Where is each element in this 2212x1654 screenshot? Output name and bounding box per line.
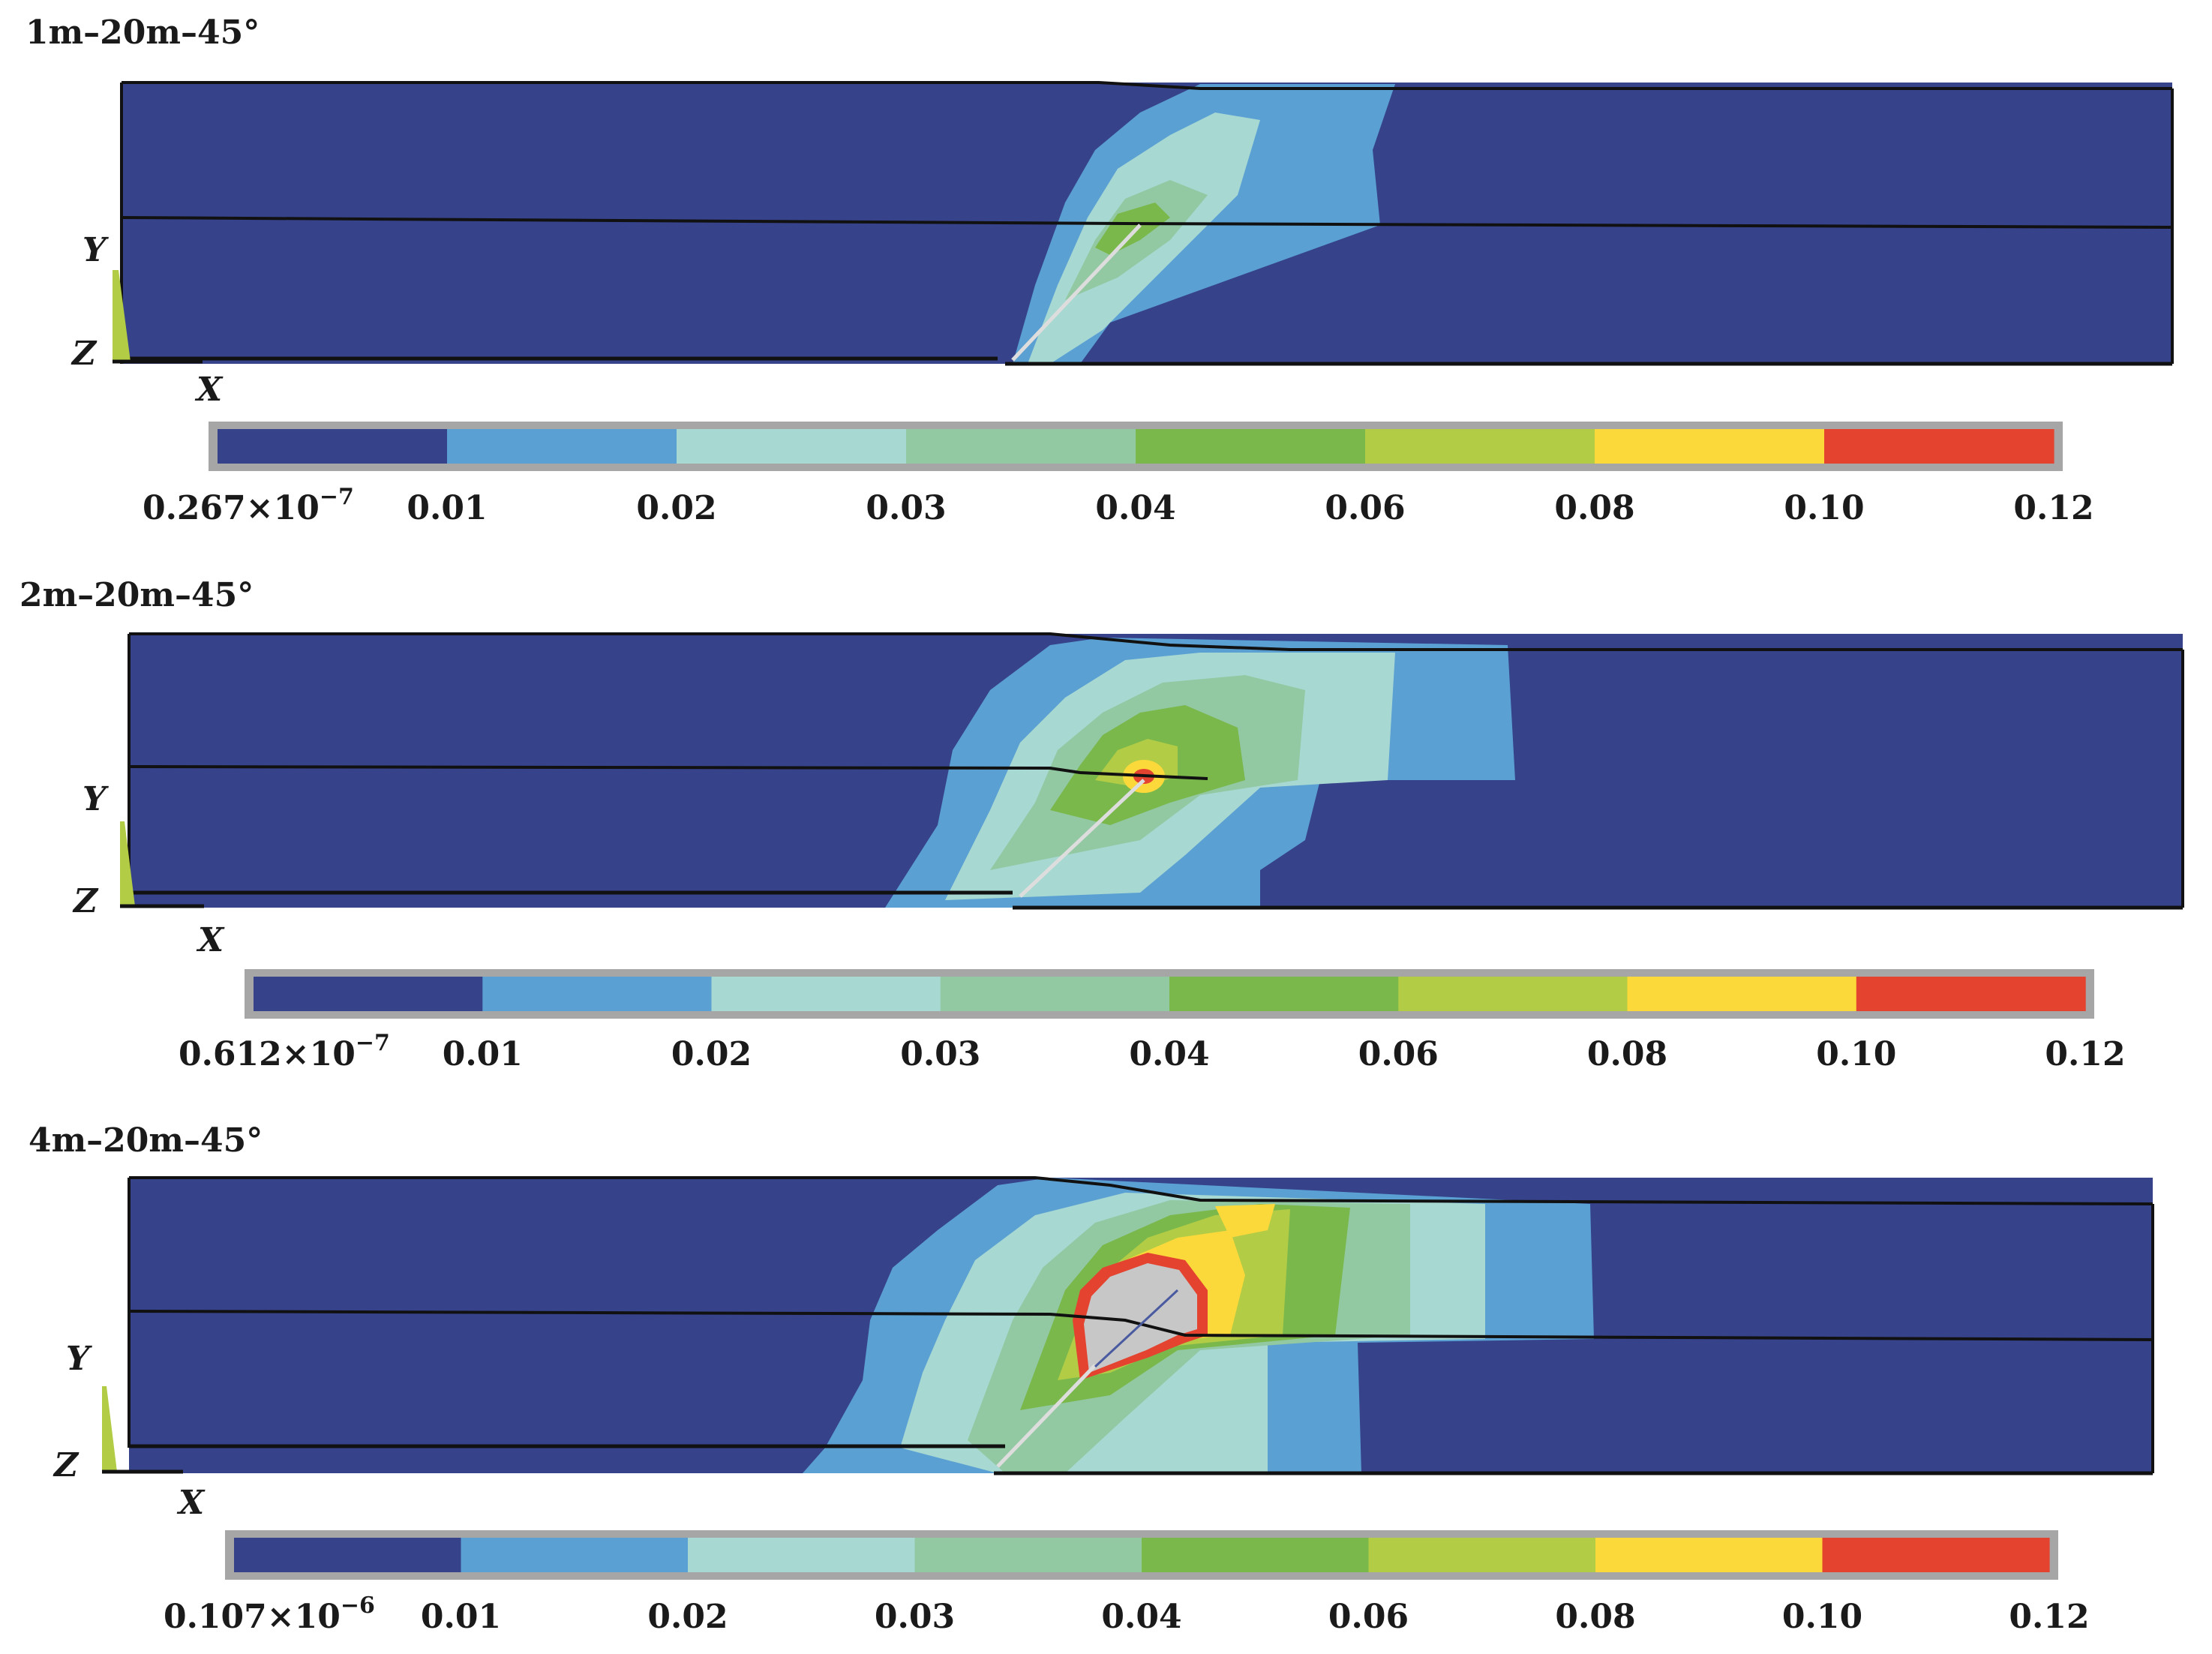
panel-title: 4m–20m–45°: [29, 1121, 263, 1160]
legend-band-2: [711, 977, 941, 1011]
legend-tick-label: 0.06: [1358, 1035, 1439, 1073]
cavity-region: [1084, 1263, 1197, 1373]
legend-tick-label: 0.01: [421, 1598, 501, 1636]
legend-tick-label: 0.12: [2009, 1598, 2089, 1636]
legend-band-0: [254, 977, 483, 1011]
interface-line: [128, 765, 1208, 780]
legend-band-3: [940, 977, 1170, 1011]
panel-title: 1m–20m–45°: [26, 14, 260, 52]
panel-3: 4m–20m–45° Y Z X: [29, 1121, 2154, 1636]
coordinate-axes: Y Z X: [71, 231, 224, 409]
legend-tick-label: 0.10: [1782, 1598, 1862, 1636]
contour-plot: [128, 632, 2184, 910]
crack-line: [996, 1364, 1097, 1468]
legend-band-5: [1365, 429, 1595, 464]
legend-band-6: [1627, 977, 1857, 1011]
top-boundary: [122, 81, 2172, 90]
legend-tick-label: 0.08: [1554, 489, 1634, 527]
z-axis-label: Z: [53, 1446, 80, 1484]
y-axis-label: Y: [83, 780, 109, 818]
top-boundary: [129, 632, 2183, 651]
z-axis-label: Z: [71, 335, 98, 373]
legend-tick-label: 0.04: [1101, 1598, 1181, 1636]
legend-tick-label: 0.04: [1129, 1035, 1209, 1073]
contour-plot: [128, 1176, 2154, 1475]
legend-tick-label: 0.06: [1325, 489, 1405, 527]
crack-line: [1011, 224, 1142, 362]
color-legend: 0.267×10−7 0.01 0.02 0.03 0.04 0.06 0.08 0.10 0…: [143, 422, 2094, 527]
contour-plot: [120, 81, 2174, 366]
contour-band-0.04: [1095, 203, 1170, 255]
panel-title: 2m–20m–45°: [20, 576, 254, 614]
legend-tick-label: 0.10: [1784, 489, 1864, 527]
legend-band-4: [1142, 1538, 1370, 1572]
legend-band-0: [234, 1538, 462, 1572]
legend-tick-label: 0.10: [1816, 1035, 1896, 1073]
legend-tick-label: 0.01: [443, 1035, 523, 1073]
legend-tick-label: 0.03: [875, 1598, 955, 1636]
panel-2: 2m–20m–45° Y Z X: [20, 576, 2184, 1073]
legend-min-label: 0.267×10−7: [143, 484, 354, 527]
legend-band-1: [482, 977, 713, 1011]
y-axis-label: Y: [83, 231, 109, 269]
legend-band-5: [1398, 977, 1628, 1011]
coordinate-axes: Y Z X: [72, 780, 225, 959]
contour-band-0.08-top: [1215, 1204, 1275, 1238]
legend-tick-label: 0.02: [671, 1035, 752, 1073]
legend-tick-label: 0.03: [866, 489, 946, 527]
legend-band-1: [447, 429, 677, 464]
legend-min-label: 0.107×10−6: [164, 1592, 375, 1636]
legend-band-3: [914, 1538, 1142, 1572]
legend-band-6: [1595, 1538, 1823, 1572]
interface-line: [121, 216, 2173, 229]
legend-band-7: [1824, 429, 2054, 464]
x-axis-label: X: [194, 371, 224, 409]
y-axis-label: Y: [66, 1340, 92, 1378]
legend-tick-label: 0.06: [1328, 1598, 1409, 1636]
z-axis-label: Z: [72, 882, 99, 920]
legend-band-2: [688, 1538, 916, 1572]
axis-glyph: [120, 821, 135, 906]
legend-tick-label: 0.08: [1555, 1598, 1635, 1636]
color-legend: 0.612×10−7 0.01 0.02 0.03 0.04 0.06 0.08 0.10 0…: [179, 969, 2126, 1073]
legend-tick-label: 0.03: [900, 1035, 980, 1073]
panel-1: 1m–20m–45° Y Z X 0.267×10−7 0.: [26, 14, 2174, 527]
legend-tick-label: 0.08: [1587, 1035, 1667, 1073]
legend-band-4: [1136, 429, 1366, 464]
legend-tick-label: 0.12: [2045, 1035, 2125, 1073]
legend-tick-label: 0.12: [2013, 489, 2093, 527]
x-axis-label: X: [176, 1484, 206, 1522]
legend-band-6: [1595, 429, 1825, 464]
legend-band-4: [1169, 977, 1399, 1011]
coordinate-axes: Y Z X: [53, 1340, 206, 1522]
axis-glyph: [102, 1386, 117, 1472]
legend-tick-label: 0.01: [407, 489, 487, 527]
legend-tick-label: 0.02: [647, 1598, 728, 1636]
legend-min-label: 0.612×10−7: [179, 1030, 390, 1073]
legend-band-3: [906, 429, 1136, 464]
top-boundary: [129, 1176, 2153, 1205]
legend-tick-label: 0.02: [636, 489, 716, 527]
legend-band-7: [1822, 1538, 2050, 1572]
legend-band-0: [218, 429, 448, 464]
interface-line: [128, 1310, 2153, 1341]
x-axis-label: X: [196, 921, 225, 959]
legend-tick-label: 0.04: [1095, 489, 1175, 527]
legend-band-2: [677, 429, 907, 464]
legend-band-1: [461, 1538, 689, 1572]
legend-band-7: [1856, 977, 2086, 1011]
crack-line-inner: [1094, 1289, 1179, 1368]
color-legend: 0.107×10−6 0.01 0.02 0.03 0.04 0.06 0.08 0.10 0…: [164, 1530, 2090, 1636]
legend-band-5: [1368, 1538, 1596, 1572]
axis-glyph: [113, 270, 131, 362]
crack-line: [1019, 779, 1145, 898]
